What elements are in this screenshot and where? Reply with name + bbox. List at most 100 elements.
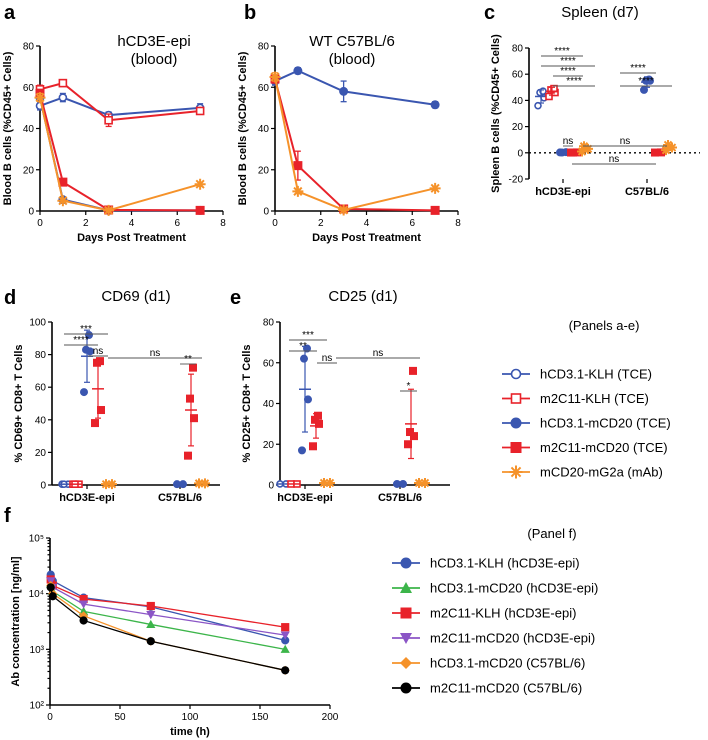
group-hcd3e-epi-4 [101,479,117,490]
data-point [146,619,156,629]
data-point [189,363,197,372]
significance-bracket: ns [572,154,656,165]
significance-label: *** [302,330,314,341]
significance-label: **** [73,335,89,346]
data-point [146,637,155,646]
data-point [80,388,88,397]
x-category-label: hCD3E-epi [277,492,333,504]
panel-title: CD69 (d1) [101,288,170,305]
panel-title: hCD3E-epi [117,33,190,50]
significance-label: * [407,381,411,392]
panel-title: (blood) [329,51,376,68]
legend-item-m2c11-klh-hcd3e-epi: m2C11-KLH (hCD3E-epi) [392,606,576,621]
x-tick-label: 150 [252,712,269,723]
significance-bracket: ns [563,136,574,147]
significance-bracket: ** [180,354,196,365]
significance-bracket: **** [541,56,595,67]
y-tick-label: 40 [35,415,47,426]
series-line [50,574,286,641]
y-tick-label: 60 [263,358,275,369]
legend-panels-a-e: (Panels a-e) hCD3.1-KLH (TCE) m2C11-KLH (T… [502,318,671,480]
data-point [96,357,104,366]
data-point [281,666,290,675]
x-tick-label: 2 [83,218,89,229]
group-hcd3e-epi-0 [58,480,72,488]
x-tick-label: 4 [129,218,135,229]
data-point [104,115,113,125]
x-axis-label: Days Post Treatment [77,232,186,244]
significance-label: **** [630,63,646,74]
y-tick-label: 10³ [30,645,45,656]
group-c57bl-6-3 [404,366,418,460]
data-point [292,185,304,197]
group-hcd3e-epi-2 [298,344,312,455]
significance-bracket: **** [620,76,672,87]
legend-label: m2C11-mCD20 (C57BL/6) [430,681,582,696]
panel-letter-b: b [244,2,256,24]
panel-title: CD25 (d1) [328,288,397,305]
series-hcd3-1-mcd20-tce [270,66,440,110]
group-hcd3e-epi-1 [69,480,83,488]
y-tick-label: 80 [263,318,275,329]
significance-bracket: **** [553,76,595,87]
x-tick-label: 200 [322,712,339,723]
legend-label: hCD3.1-mCD20 (hCD3E-epi) [430,581,598,596]
significance-bracket: *** [64,324,108,335]
data-point [545,92,553,101]
x-tick-label: 4 [364,218,370,229]
data-point [269,71,281,83]
data-point [430,100,440,110]
panel-letter-a: a [4,2,16,24]
x-category-label: C57BL/6 [158,492,202,504]
data-point [186,394,194,403]
data-point [58,93,68,102]
y-tick-label: 10⁴ [29,589,44,600]
y-tick-label: 0 [28,207,34,218]
significance-label: *** [80,324,92,335]
data-point [79,616,88,625]
legend-title: (Panel f) [527,526,576,541]
significance-label: ns [620,136,631,147]
significance-bracket: ns [583,136,667,147]
significance-bracket: ns [317,353,337,364]
y-tick-label: -20 [509,175,524,186]
x-tick-label: 8 [220,218,226,229]
panel-letter-e: e [230,287,241,309]
group-c57bl-6-4 [194,478,210,489]
y-tick-label: 20 [35,448,47,459]
x-tick-label: 8 [455,218,461,229]
legend-label: m2C11-mCD20 (hCD3E-epi) [430,631,595,646]
y-tick-label: 10² [30,701,45,712]
significance-label: ns [150,348,161,359]
data-point [280,644,290,653]
legend-label: hCD3.1-mCD20 (C57BL/6) [430,656,585,671]
group-c57bl-6-3 [184,363,198,460]
data-point [79,606,89,616]
legend-item-mcd20-mg2a-mab: mCD20-mG2a (mAb) [502,465,663,480]
x-axis-label: time (h) [170,726,210,738]
series-m2c11-mcd20-c57bl-6 [46,583,290,675]
legend-label: hCD3.1-KLH (hCD3E-epi) [430,556,580,571]
data-point [430,205,440,215]
y-tick-label: 10⁵ [29,534,44,545]
panel-letter-d: d [4,287,16,309]
legend-marker [400,582,412,593]
y-tick-label: 0 [263,207,269,218]
legend-label: m2C11-mCD20 (TCE) [540,440,668,455]
data-point [293,161,303,171]
data-point [293,66,303,76]
y-tick-label: 60 [512,70,524,81]
data-point [338,204,350,216]
group-hcd3e-epi-2 [80,329,94,397]
data-point [184,451,192,460]
y-tick-label: 20 [512,122,524,133]
legend-panel-f: (Panel f) hCD3.1-KLH (hCD3E-epi) hCD3.1-mC… [392,526,598,696]
panel-letter-c: c [484,2,495,24]
group-c57bl-6-4 [661,139,677,156]
data-point [429,182,441,194]
group-c57bl-6-4 [414,477,430,488]
y-tick-label: 40 [258,124,270,135]
significance-label: **** [638,76,654,87]
legend-title: (Panels a-e) [569,318,640,333]
